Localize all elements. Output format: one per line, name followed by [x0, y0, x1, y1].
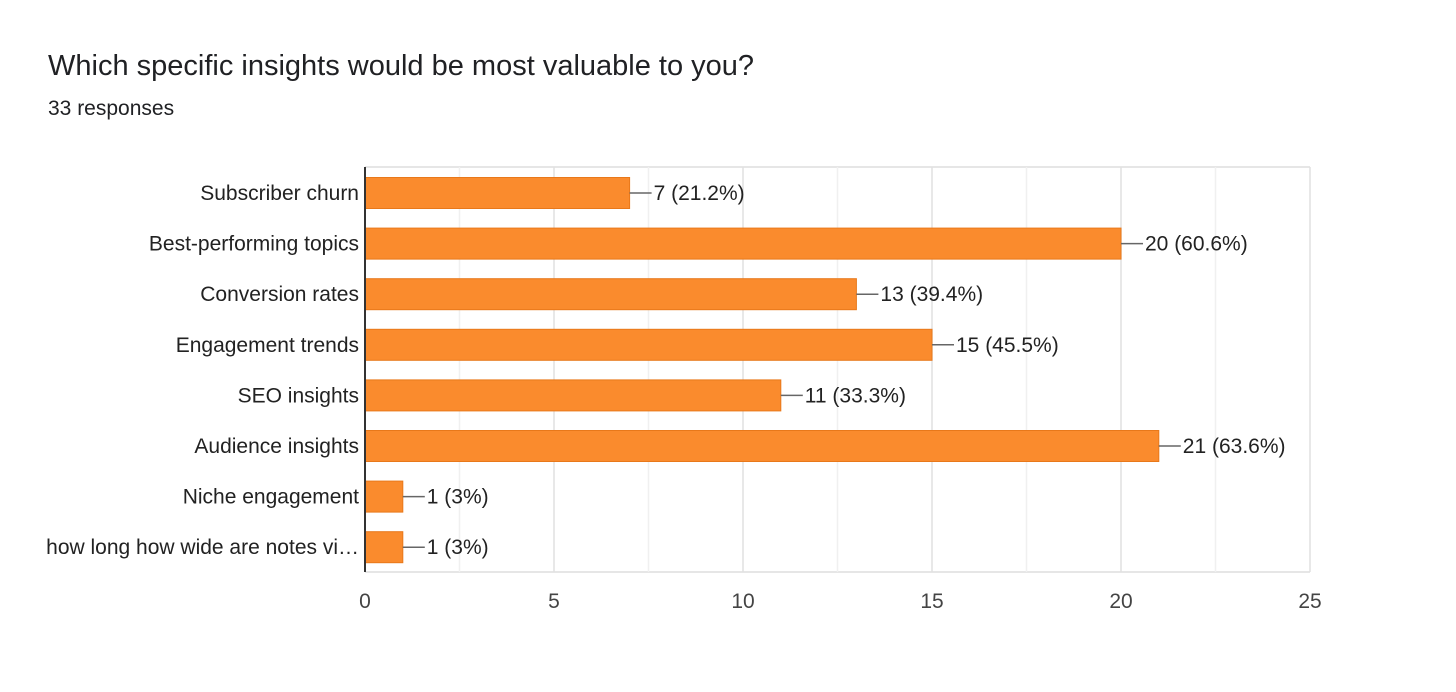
category-label: Best-performing topics: [149, 233, 359, 256]
x-tick-label: 0: [359, 590, 371, 613]
data-label: 7 (21.2%): [654, 182, 745, 205]
category-label: Engagement trends: [176, 334, 359, 357]
x-tick-label: 5: [548, 590, 560, 613]
category-label: Niche engagement: [183, 486, 359, 509]
category-label: Subscriber churn: [200, 182, 359, 205]
x-tick-label: 25: [1298, 590, 1321, 613]
bar: [364, 531, 404, 564]
x-tick-label: 20: [1109, 590, 1132, 613]
category-label: Audience insights: [194, 435, 359, 458]
x-tick-label: 10: [731, 590, 754, 613]
bar: [364, 227, 1122, 260]
bar: [364, 480, 404, 513]
data-label: 21 (63.6%): [1183, 435, 1286, 458]
bar: [364, 328, 933, 361]
bar: [364, 278, 857, 311]
bar: [364, 177, 631, 209]
bar: [364, 379, 782, 412]
data-label: 11 (33.3%): [805, 384, 906, 407]
data-label: 1 (3%): [427, 486, 489, 509]
data-label: 15 (45.5%): [956, 334, 1059, 357]
chart-title: Which specific insights would be most va…: [48, 50, 755, 82]
data-label: 1 (3%): [427, 536, 489, 559]
data-label: 20 (60.6%): [1145, 233, 1248, 256]
data-label: 13 (39.4%): [880, 283, 983, 306]
category-label: SEO insights: [238, 384, 359, 407]
x-tick-label: 15: [920, 590, 943, 613]
category-label: how long how wide are notes vi…: [46, 536, 359, 559]
category-label: Conversion rates: [200, 283, 359, 306]
response-count: 33 responses: [48, 97, 175, 120]
bar: [364, 430, 1160, 462]
